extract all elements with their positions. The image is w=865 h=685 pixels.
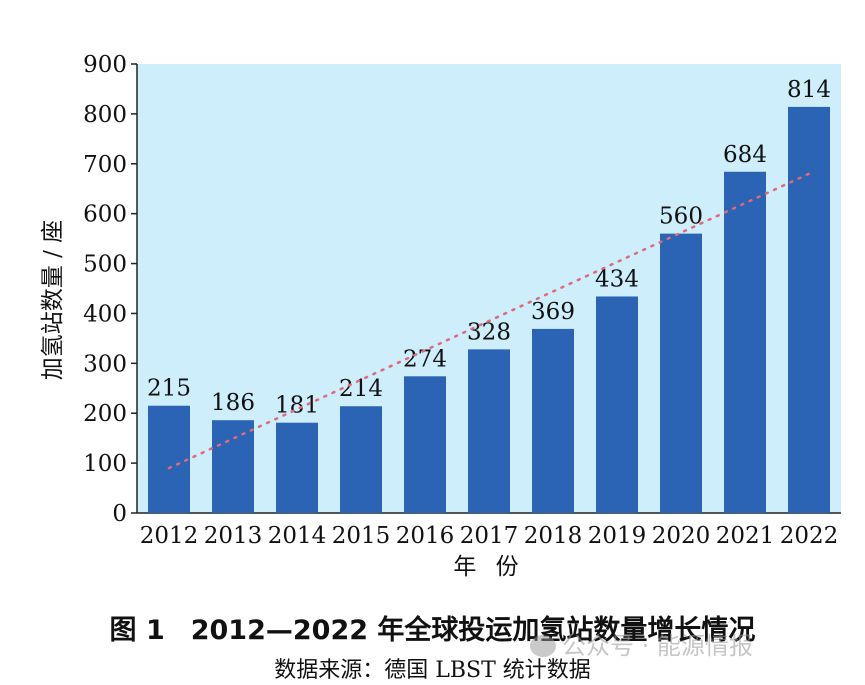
x-tick-label: 2014 (268, 523, 327, 549)
data-label-2014: 181 (275, 393, 319, 419)
bar-2022 (788, 106, 830, 513)
x-tick-label: 2017 (460, 523, 519, 549)
data-label-2019: 434 (595, 266, 639, 292)
figure-title: 2012—2022 年全球投运加氢站数量增长情况 (190, 615, 756, 646)
y-tick-label: 600 (83, 202, 127, 228)
x-tick-label: 2022 (780, 523, 839, 549)
y-tick-label: 200 (83, 401, 127, 427)
y-tick-label: 400 (83, 301, 127, 327)
bar-2016 (404, 376, 446, 513)
x-tick-label: 2021 (716, 523, 775, 549)
watermark-text: 公众号 · 能源情报 (562, 632, 753, 660)
bar-2021 (724, 171, 766, 513)
x-tick-label: 2019 (588, 523, 647, 549)
trend-line (167, 172, 811, 470)
x-axis-title: 年 份 (453, 554, 524, 580)
data-label-2018: 369 (531, 299, 575, 325)
x-tick-label: 2015 (332, 523, 391, 549)
x-tick-label: 2016 (396, 523, 455, 549)
data-label-2021: 684 (723, 142, 767, 168)
figure-number: 图 1 (109, 615, 165, 646)
y-tick-label: 700 (83, 152, 127, 178)
bar-2018 (532, 328, 574, 513)
y-tick-label: 500 (83, 252, 127, 278)
bar-2013 (212, 420, 254, 513)
x-tick-label: 2013 (204, 523, 263, 549)
data-label-2020: 560 (659, 204, 703, 230)
data-label-2017: 328 (467, 319, 511, 345)
x-tick-label: 2012 (140, 523, 199, 549)
bar-2015 (340, 406, 382, 513)
y-axis-title: 加氢站数量 / 座 (40, 220, 66, 380)
bar-2017 (468, 349, 510, 513)
y-tick-label: 300 (83, 351, 127, 377)
y-tick-label: 100 (83, 451, 127, 477)
data-source: 数据来源：德国 LBST 统计数据 (274, 658, 591, 683)
bar-2019 (596, 296, 638, 513)
y-tick-label: 900 (83, 52, 127, 78)
data-label-2012: 215 (147, 376, 191, 402)
x-tick-label: 2018 (524, 523, 583, 549)
data-label-2013: 186 (211, 390, 255, 416)
y-tick-label: 800 (83, 102, 127, 128)
bar-2012 (148, 405, 190, 513)
data-label-2015: 214 (339, 376, 383, 402)
figure-caption: 图 1 2012—2022 年全球投运加氢站数量增长情况 (0, 608, 865, 647)
watermark: 公众号 · 能源情报 (530, 626, 753, 661)
bar-2014 (276, 422, 318, 513)
x-tick-label: 2020 (652, 523, 711, 549)
data-label-2022: 814 (787, 77, 831, 103)
y-tick-label: 0 (112, 501, 127, 527)
bar-2020 (660, 233, 702, 513)
wechat-icon (530, 635, 556, 657)
